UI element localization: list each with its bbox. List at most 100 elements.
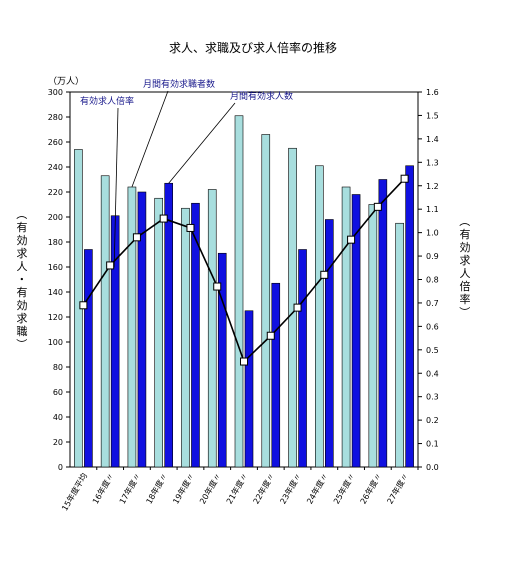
left-tick-label: 0: [58, 463, 63, 472]
right-tick-label: 0.7: [426, 299, 439, 308]
left-tick-label: 140: [48, 288, 63, 297]
x-category-label: 27年度〃: [385, 471, 411, 506]
right-tick-label: 1.5: [426, 111, 439, 120]
x-category-label: 26年度〃: [358, 471, 384, 506]
left-tick-label: 160: [48, 263, 63, 272]
right-tick-label: 1.2: [426, 182, 439, 191]
ratio-point: [347, 235, 356, 244]
axis-label-char: ）: [458, 307, 471, 318]
axis-label-char: 効: [17, 298, 28, 312]
ratio-point: [373, 202, 382, 211]
right-axis-label: （有効求人倍率）: [458, 216, 471, 318]
right-tick-label: 0.5: [426, 346, 439, 355]
x-category-label: 23年度〃: [278, 471, 304, 506]
x-category-label: 22年度〃: [251, 471, 277, 506]
left-tick-label: 180: [48, 238, 63, 247]
axis-label-char: 人: [460, 267, 471, 280]
bar-job-openings: [191, 202, 200, 468]
bar-job-openings: [217, 252, 227, 468]
x-category-label: 15年度平均: [59, 471, 89, 513]
right-tick-label: 0.9: [426, 252, 439, 261]
right-tick-label: 0.4: [426, 369, 439, 378]
axis-label-char: （: [458, 216, 471, 227]
axis-label-char: 効: [17, 233, 28, 247]
axis-label-char: 求: [17, 312, 28, 325]
right-tick-label: 1.6: [426, 88, 439, 97]
left-tick-label: 260: [48, 138, 63, 147]
bar-job-openings: [271, 282, 281, 468]
ratio-point: [266, 331, 275, 340]
bar-job-openings: [351, 194, 361, 468]
annotation-leader: [131, 90, 169, 188]
left-tick-label: 60: [53, 388, 63, 397]
axis-label-char: ・: [15, 274, 28, 285]
axis-label-char: 有: [460, 227, 471, 241]
bar-job-openings: [405, 165, 414, 468]
bar-job-seekers: [100, 175, 110, 468]
x-category-label: 19年度〃: [170, 471, 196, 506]
x-category-label: 25年度〃: [331, 471, 357, 506]
axis-label-char: 職: [17, 325, 28, 338]
right-tick-label: 0.3: [426, 393, 439, 402]
annotation-leader: [113, 107, 119, 268]
ratio-point: [79, 301, 88, 310]
left-tick-label: 280: [48, 113, 63, 122]
left-axis-label: （有効求人・有効求職）: [15, 209, 28, 350]
bar-job-seekers: [341, 186, 351, 468]
x-category-label: 20年度〃: [197, 471, 223, 506]
axis-label-char: 求: [460, 254, 471, 267]
ratio-point: [213, 282, 222, 291]
bar-job-seekers: [234, 115, 244, 468]
axis-label-char: 有: [17, 285, 28, 299]
left-tick-label: 80: [53, 363, 63, 372]
bar-job-seekers: [127, 186, 137, 468]
bar-job-openings: [298, 249, 307, 468]
ratio-point: [106, 261, 115, 270]
plot-frame: [69, 91, 419, 468]
x-category-label: 16年度〃: [90, 471, 116, 506]
right-tick-label: 1.4: [426, 135, 439, 144]
right-tick-label: 1.3: [426, 158, 439, 167]
annotation-label: 月間有効求職者数: [143, 78, 215, 90]
ratio-point: [293, 303, 302, 312]
right-tick-label: 0.8: [426, 276, 439, 285]
right-tick-label: 0.6: [426, 322, 439, 331]
annotation-label: 有効求人倍率: [80, 95, 134, 107]
axis-label-char: ）: [15, 339, 28, 350]
bar-job-openings: [325, 219, 334, 468]
bar-job-openings: [84, 249, 93, 468]
right-tick-label: 1.1: [426, 205, 439, 214]
annotation-leader: [168, 102, 236, 184]
bar-job-seekers: [181, 207, 190, 468]
bar-job-seekers: [368, 204, 378, 468]
ratio-point: [132, 233, 141, 242]
x-category-label: 17年度〃: [117, 471, 143, 506]
axis-label-char: 人: [17, 260, 28, 273]
right-tick-label: 1.0: [426, 229, 439, 238]
axis-label-char: 求: [17, 247, 28, 260]
ratio-point: [320, 270, 329, 279]
axis-label-char: 倍: [460, 279, 471, 293]
axis-label-char: （: [15, 209, 28, 220]
right-tick-label: 0.0: [426, 463, 439, 472]
bar-job-openings: [378, 179, 388, 468]
x-category-label: 21年度〃: [224, 471, 250, 506]
bar-job-openings: [164, 182, 173, 468]
x-category-label: 24年度〃: [304, 471, 330, 506]
axis-label-char: 率: [460, 292, 471, 306]
ratio-point: [240, 357, 248, 366]
left-tick-label: 100: [48, 338, 63, 347]
left-tick-label: 220: [48, 188, 63, 197]
axis-label-char: 効: [460, 240, 471, 254]
left-tick-label: 240: [48, 163, 63, 172]
left-tick-label: 40: [53, 413, 63, 422]
plot-area: 0 20 40 60 80 100 120 140 160 180 200 220 240 260 280 3…: [48, 88, 439, 513]
bar-job-openings: [244, 310, 254, 468]
annotation-label: 月間有効求人数: [230, 90, 293, 102]
bar-job-seekers: [207, 189, 217, 468]
left-tick-label: 120: [48, 313, 63, 322]
bar-job-seekers: [315, 165, 324, 468]
x-category-label: 18年度〃: [144, 471, 170, 506]
